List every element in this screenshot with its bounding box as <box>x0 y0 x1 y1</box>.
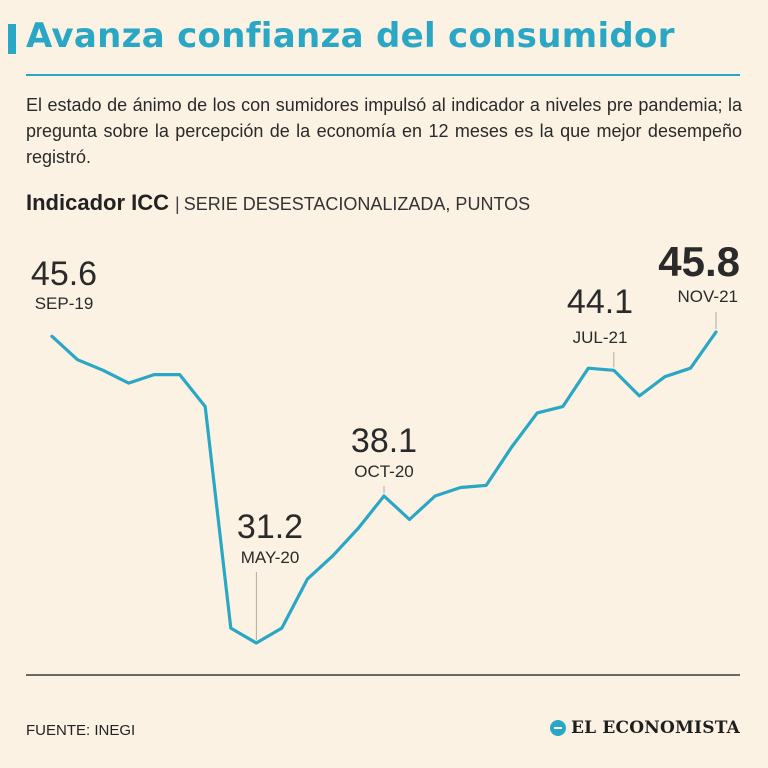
annotation-guides <box>255 312 717 640</box>
source-note: FUENTE: INEGI <box>26 722 136 739</box>
chart-subtitle: El estado de ánimo de los con sumidores … <box>26 95 742 167</box>
publisher-logo: EL ECONOMISTA <box>549 718 740 738</box>
logo-icon <box>549 720 566 736</box>
annotation-date-label: SEP-19 <box>35 294 94 313</box>
annotation-value-label: 45.6 <box>31 255 97 293</box>
annotation-date-label: MAY-20 <box>241 548 300 567</box>
annotation-value-label: 45.8 <box>658 238 740 285</box>
annotation-date-label: JUL-21 <box>573 328 628 347</box>
header-separator: | <box>175 194 180 214</box>
chart-header: Indicador ICC | SERIE DESESTACIONALIZADA, … <box>26 190 530 216</box>
annotation-date-label: NOV-21 <box>678 287 738 306</box>
title-divider <box>26 74 740 76</box>
series-line <box>50 330 718 645</box>
indicator-label: Indicador ICC <box>26 190 170 215</box>
unit-label: SERIE DESESTACIONALIZADA, PUNTOS <box>183 194 531 214</box>
annotation-value-label: 44.1 <box>567 283 633 321</box>
annotation-value-label: 38.1 <box>351 422 417 460</box>
title-accent-bar <box>8 24 16 54</box>
series-line-layer <box>50 330 718 645</box>
logo-text: EL ECONOMISTA <box>570 718 740 738</box>
chart-title: Avanza confianza del consumidor <box>26 16 675 56</box>
annotation-value-label: 31.2 <box>237 508 303 546</box>
annotation-date-label: OCT-20 <box>354 462 414 481</box>
